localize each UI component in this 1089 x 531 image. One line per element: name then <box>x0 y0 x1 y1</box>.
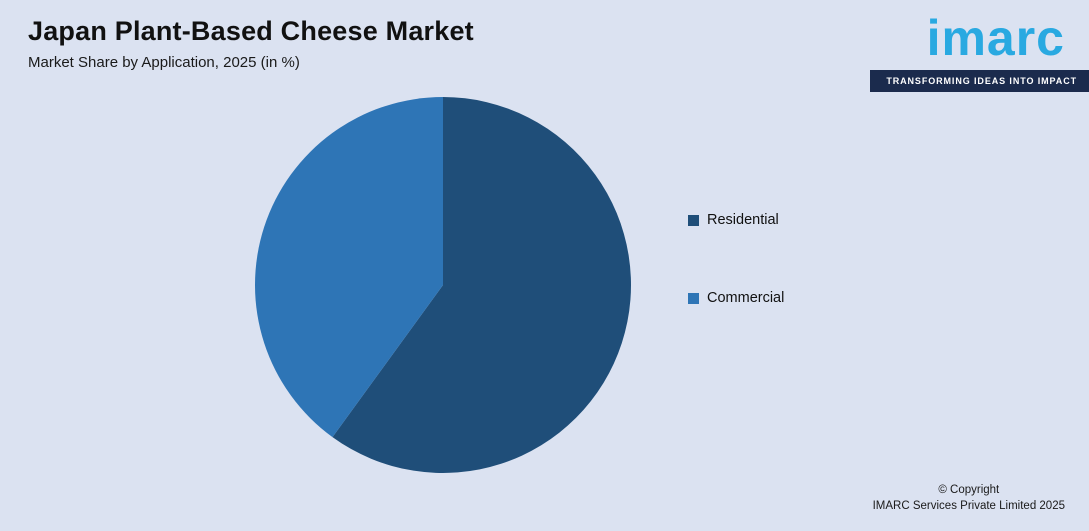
pie-chart <box>253 95 633 475</box>
chart-legend: Residential Commercial <box>688 212 784 368</box>
pie-svg <box>254 96 631 473</box>
legend-label-commercial: Commercial <box>707 290 785 306</box>
imarc-logo: imarc TRANSFORMING IDEAS INTO IMPACT <box>870 12 1089 92</box>
copyright-notice: © Copyright IMARC Services Private Limit… <box>873 482 1065 515</box>
imarc-logo-text: imarc <box>926 10 1065 66</box>
legend-item-residential: Residential <box>688 212 784 228</box>
legend-item-commercial: Commercial <box>688 290 784 306</box>
copyright-line1: © Copyright <box>938 483 1000 496</box>
legend-swatch-residential <box>688 214 699 226</box>
pie-slice-residential <box>332 97 631 473</box>
copyright-line2: IMARC Services Private Limited 2025 <box>872 500 1065 513</box>
legend-label-residential: Residential <box>707 212 779 228</box>
page-subtitle: Market Share by Application, 2025 (in %) <box>28 54 300 71</box>
legend-swatch-commercial <box>688 292 699 304</box>
pie-slice-commercial <box>254 96 443 438</box>
chart-header: Japan Plant-Based Cheese Market Market S… <box>28 16 474 71</box>
imarc-logo-tagline: TRANSFORMING IDEAS INTO IMPACT <box>870 69 1089 92</box>
page-title: Japan Plant-Based Cheese Market <box>28 16 474 46</box>
